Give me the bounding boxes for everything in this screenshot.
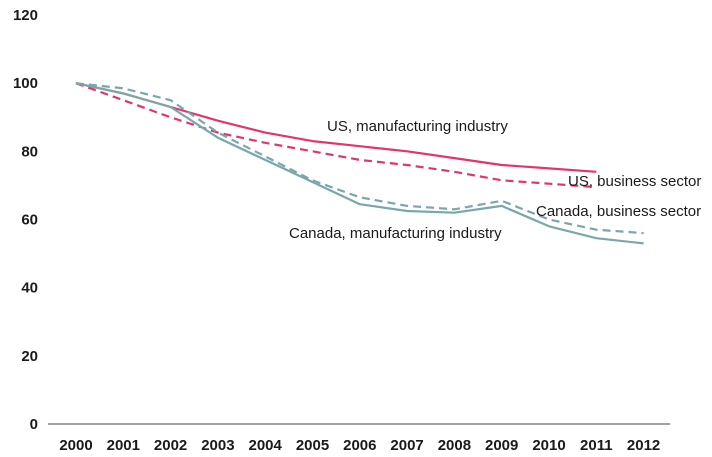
series-label: US, business sector: [568, 173, 701, 190]
series-line: [75, 82, 597, 189]
x-tick-label: 2000: [59, 437, 92, 454]
x-tick-label: 2010: [532, 437, 565, 454]
x-tick-label: 2002: [154, 437, 187, 454]
x-tick-label: 2006: [343, 437, 376, 454]
y-axis-tick-labels: 0 20 40 60 80 100 120: [13, 7, 38, 433]
y-tick-label: 60: [21, 212, 38, 229]
series-line: [75, 82, 644, 235]
series-labels: US, manufacturing industry US, business s…: [289, 118, 701, 242]
y-tick-label: 0: [30, 416, 38, 433]
x-tick-label: 2005: [296, 437, 329, 454]
series-label: US, manufacturing industry: [327, 118, 508, 135]
y-tick-label: 20: [21, 348, 38, 365]
y-tick-label: 120: [13, 7, 38, 24]
series-label: Canada, manufacturing industry: [289, 225, 502, 242]
x-tick-label: 2004: [249, 437, 283, 454]
x-tick-label: 2003: [201, 437, 234, 454]
series-line: [75, 82, 644, 245]
series-lines: [75, 82, 644, 245]
x-tick-label: 2011: [580, 437, 613, 454]
x-tick-label: 2012: [627, 437, 660, 454]
x-tick-label: 2008: [438, 437, 471, 454]
y-tick-label: 100: [13, 75, 38, 92]
x-axis-tick-labels: 2000 2001 2002 2003 2004 2005 2006 2007 2008 2009…: [59, 437, 660, 454]
y-tick-label: 80: [21, 143, 38, 160]
series-label: Canada, business sector: [536, 203, 701, 220]
x-tick-label: 2001: [107, 437, 140, 454]
y-tick-label: 40: [21, 280, 38, 297]
x-tick-label: 2009: [485, 437, 518, 454]
x-tick-label: 2007: [390, 437, 423, 454]
